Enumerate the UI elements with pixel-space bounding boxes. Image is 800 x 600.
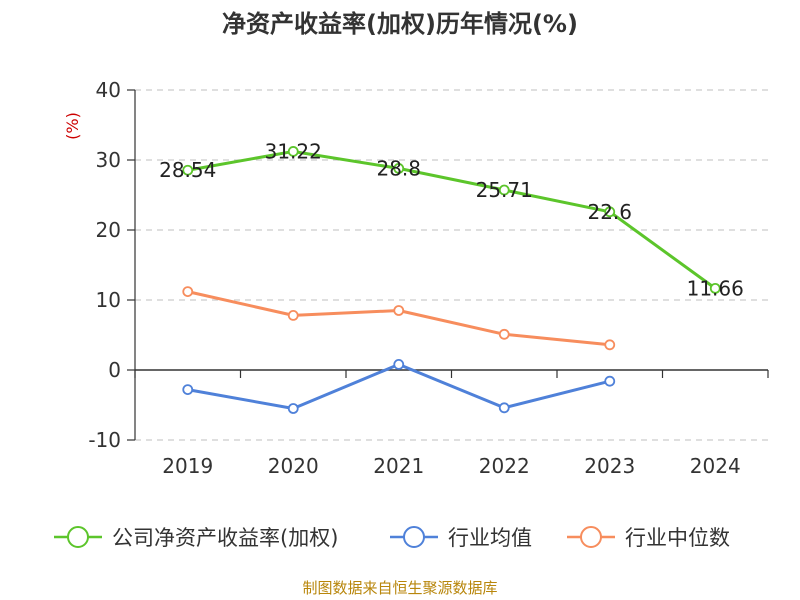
data-labels: 28.54 31.22 28.8 25.71 22.6 11.66 xyxy=(159,139,744,300)
data-point xyxy=(498,328,510,340)
x-tick-label: 2019 xyxy=(162,454,213,478)
chart-title: 净资产收益率(加权)历年情况(%) xyxy=(222,10,578,38)
x-tick-label: 2022 xyxy=(479,454,530,478)
data-label: 28.54 xyxy=(159,158,216,182)
y-tick-label: 0 xyxy=(108,358,121,382)
x-tick-label: 2023 xyxy=(584,454,635,478)
legend-marker xyxy=(67,526,89,548)
x-tick-label: 2020 xyxy=(268,454,319,478)
x-tick-label: 2021 xyxy=(373,454,424,478)
data-point xyxy=(287,309,299,321)
data-label: 31.22 xyxy=(265,139,322,163)
legend-marker xyxy=(403,526,425,548)
data-label: 11.66 xyxy=(687,276,744,300)
legend-label: 行业中位数 xyxy=(625,526,730,550)
series-line-0 xyxy=(187,149,717,290)
legend-label: 行业均值 xyxy=(448,526,532,550)
y-axis-unit: (%) xyxy=(63,112,82,140)
x-tick-label: 2024 xyxy=(690,454,741,478)
data-point xyxy=(498,184,510,196)
data-point xyxy=(498,402,510,414)
legend: 公司净资产收益率(加权) 行业均值 行业中位数 xyxy=(54,526,730,550)
data-point xyxy=(287,146,299,157)
data-label: 22.6 xyxy=(587,200,632,224)
data-point xyxy=(393,162,405,174)
y-tick-label: 20 xyxy=(96,218,121,242)
series-layer xyxy=(182,146,721,414)
data-label: 28.8 xyxy=(376,156,421,180)
data-point xyxy=(709,282,721,294)
legend-label: 公司净资产收益率(加权) xyxy=(112,526,338,550)
series-line-1 xyxy=(187,362,611,410)
data-point xyxy=(182,286,194,298)
y-tick-label: 40 xyxy=(96,78,121,102)
axes: 40 30 20 10 0 -10 2019 2020 2021 2022 2023 2024 xyxy=(88,78,769,478)
data-point xyxy=(604,206,616,218)
y-tick-label: 30 xyxy=(96,148,121,172)
data-point xyxy=(287,403,299,414)
data-point xyxy=(393,305,405,316)
y-tick-label: 10 xyxy=(96,288,121,312)
data-label: 25.71 xyxy=(476,178,533,202)
data-point xyxy=(393,358,405,370)
source-note: 制图数据来自恒生聚源数据库 xyxy=(302,579,497,597)
data-point xyxy=(182,384,194,396)
y-tick-label: -10 xyxy=(88,428,121,452)
data-point xyxy=(604,375,616,387)
data-point xyxy=(604,339,616,351)
legend-marker xyxy=(580,526,602,548)
data-point xyxy=(182,164,194,176)
